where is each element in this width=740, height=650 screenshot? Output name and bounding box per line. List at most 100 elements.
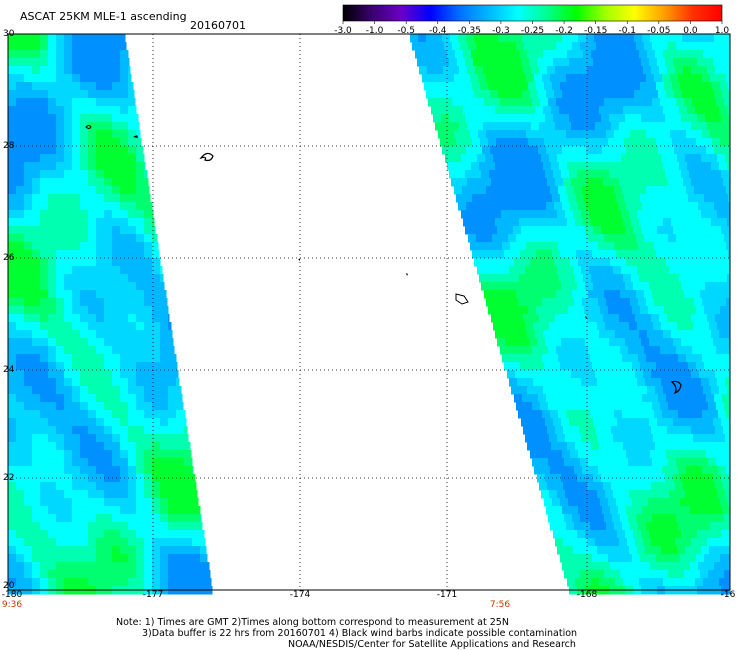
wind-cell <box>540 458 549 467</box>
wind-cell <box>120 114 129 123</box>
wind-cell <box>504 138 513 147</box>
wind-cell <box>48 130 57 139</box>
wind-cell <box>96 162 105 171</box>
wind-cell <box>538 394 547 403</box>
wind-cell <box>717 322 726 331</box>
wind-cell <box>447 50 456 59</box>
wind-cell <box>636 346 645 355</box>
wind-cell <box>40 410 49 419</box>
wind-cell <box>686 466 695 475</box>
wind-cell <box>8 362 17 371</box>
wind-cell <box>144 458 153 467</box>
wind-cell <box>72 114 81 123</box>
wind-cell <box>72 82 81 91</box>
wind-cell <box>8 538 17 547</box>
wind-cell <box>538 146 547 155</box>
wind-cell <box>600 194 609 203</box>
wind-cell <box>552 138 561 147</box>
wind-cell <box>663 386 672 395</box>
wind-cell <box>632 362 641 371</box>
wind-cell <box>120 210 129 219</box>
wind-cell <box>136 466 145 475</box>
wind-cell <box>547 426 556 435</box>
wind-cell <box>120 170 129 179</box>
wind-cell <box>16 154 25 163</box>
wind-cell <box>601 58 610 67</box>
wind-cell <box>696 194 705 203</box>
wind-cell <box>544 250 553 259</box>
wind-cell <box>136 418 145 427</box>
wind-cell <box>648 82 657 91</box>
wind-cell <box>160 570 169 579</box>
wind-cell <box>629 378 638 387</box>
wind-cell <box>104 186 113 195</box>
wind-cell <box>72 178 81 187</box>
wind-cell <box>649 282 658 291</box>
wind-cell <box>699 122 708 131</box>
wind-cell <box>547 482 556 491</box>
wind-cell <box>692 98 701 107</box>
wind-cell <box>72 242 81 251</box>
wind-cell <box>48 266 57 275</box>
wind-cell <box>168 498 177 507</box>
wind-cell <box>639 162 648 171</box>
wind-cell <box>654 354 663 363</box>
wind-cell <box>8 66 17 75</box>
wind-cell <box>473 170 482 179</box>
wind-cell <box>40 242 49 251</box>
wind-cell <box>591 386 600 395</box>
wind-cell <box>136 282 145 291</box>
wind-cell <box>462 74 471 83</box>
wind-cell <box>24 210 33 219</box>
wind-cell <box>128 498 137 507</box>
wind-cell <box>500 290 509 299</box>
wind-cell <box>569 114 578 123</box>
wind-cell <box>627 122 636 131</box>
wind-cell <box>104 226 113 235</box>
wind-cell <box>80 370 89 379</box>
wind-cell <box>48 90 57 99</box>
wind-cell <box>515 66 524 75</box>
wind-cell <box>549 266 558 275</box>
wind-cell <box>104 434 113 443</box>
wind-cell <box>604 42 613 51</box>
lon-label: -174 <box>289 590 311 600</box>
wind-cell <box>184 546 193 555</box>
wind-cell <box>575 50 584 59</box>
wind-cell <box>703 106 712 115</box>
wind-cell <box>641 58 650 67</box>
wind-cell <box>694 74 703 83</box>
wind-cell <box>610 562 619 571</box>
wind-cell <box>684 234 693 243</box>
wind-cell <box>650 90 659 99</box>
wind-cell <box>104 162 113 171</box>
wind-cell <box>594 34 603 43</box>
wind-cell <box>64 530 73 539</box>
wind-cell <box>689 530 698 539</box>
wind-cell <box>567 162 576 171</box>
wind-cell <box>40 82 49 91</box>
wind-cell <box>438 74 447 83</box>
wind-cell <box>669 546 678 555</box>
wind-cell <box>612 514 621 523</box>
wind-cell <box>168 330 173 339</box>
wind-cell <box>453 154 462 163</box>
wind-cell <box>120 226 129 235</box>
wind-cell <box>568 554 577 563</box>
wind-cell <box>16 514 25 523</box>
wind-cell <box>32 226 41 235</box>
wind-cell <box>666 450 675 459</box>
wind-cell <box>128 506 137 515</box>
wind-cell <box>40 402 49 411</box>
wind-cell <box>88 274 97 283</box>
wind-cell <box>72 330 81 339</box>
wind-cell <box>645 266 654 275</box>
wind-cell <box>592 498 601 507</box>
wind-cell <box>454 74 463 83</box>
wind-cell <box>706 258 715 267</box>
wind-cell <box>72 482 81 491</box>
wind-cell <box>651 482 660 491</box>
wind-cell <box>40 434 49 443</box>
wind-cell <box>16 386 25 395</box>
wind-cell <box>714 258 723 267</box>
